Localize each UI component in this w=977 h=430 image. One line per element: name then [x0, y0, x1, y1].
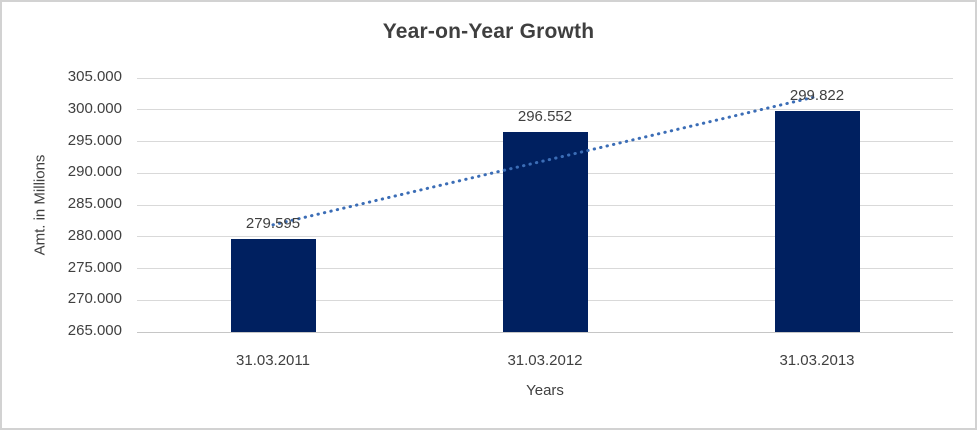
- x-axis-title: Years: [526, 382, 564, 399]
- x-axis-line: [137, 331, 953, 333]
- y-tick-label: 300.000: [67, 99, 122, 117]
- bar-value-label: 299.822: [789, 86, 845, 104]
- bar: [230, 239, 316, 332]
- y-tick-label: 285.000: [67, 195, 122, 212]
- y-tick-label: 270.000: [67, 290, 122, 308]
- trendline: [271, 94, 819, 227]
- y-tick-label: 275.000: [67, 258, 122, 276]
- y-tick-label: 295.000: [67, 131, 122, 149]
- y-tick-label: 280.000: [67, 226, 122, 244]
- bar-value-label: 279.595: [245, 215, 301, 233]
- bar: [502, 131, 588, 332]
- y-tick-label: 290.000: [67, 163, 122, 181]
- x-tick-label: 31.03.2012: [507, 352, 583, 369]
- x-tick-label: 31.03.2011: [236, 352, 310, 369]
- y-tick-label: 305.000: [67, 68, 122, 85]
- x-tick-label: 31.03.2013: [779, 352, 855, 369]
- y-tick-label: 265.000: [67, 322, 122, 339]
- gridline: [137, 77, 953, 79]
- bar: [774, 110, 860, 332]
- bar-value-label: 296.552: [517, 107, 573, 125]
- gridline: [137, 109, 953, 111]
- chart-title: Year-on-Year Growth: [382, 20, 595, 43]
